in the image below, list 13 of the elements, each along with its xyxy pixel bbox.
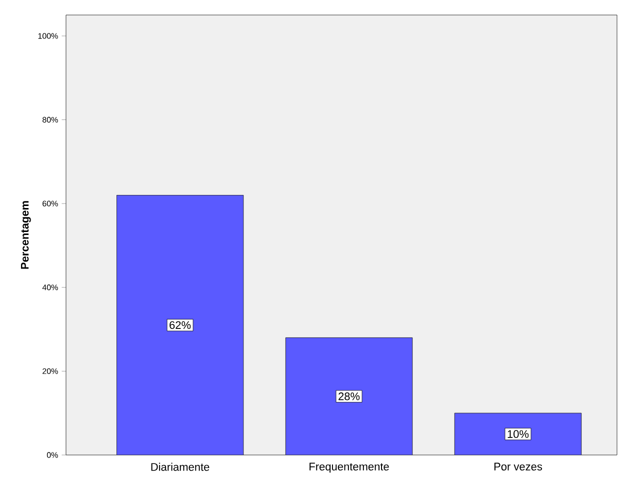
y-tick-label: 100% xyxy=(38,33,58,39)
y-tick-label: 0% xyxy=(46,452,58,458)
y-tick-label: 80% xyxy=(42,116,58,123)
x-tick-label: Frequentemente xyxy=(310,462,389,473)
y-tick-label: 60% xyxy=(42,200,58,206)
x-tick-label: Diariamente xyxy=(151,462,210,471)
y-axis-title: Percentagem xyxy=(20,201,31,269)
y-tick-label: 40% xyxy=(42,284,58,290)
x-tick-label: Por vezes xyxy=(494,462,542,470)
y-tick-label: 20% xyxy=(42,368,58,374)
data-label: 62% xyxy=(170,321,191,329)
data-label: 10% xyxy=(508,430,529,438)
data-label: 28% xyxy=(338,392,360,400)
